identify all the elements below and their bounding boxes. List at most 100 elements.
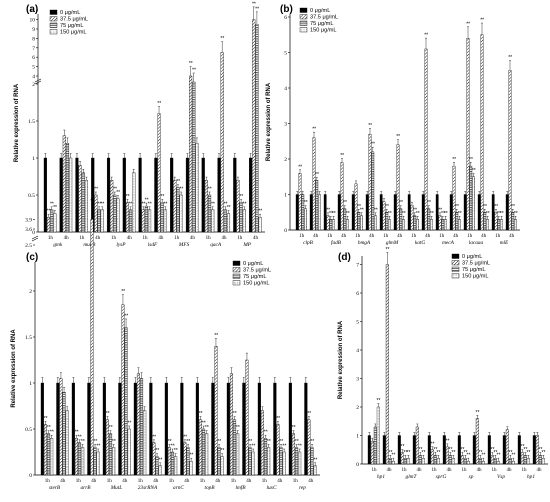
bar xyxy=(493,458,497,465)
significance-mark: ** xyxy=(458,211,462,217)
bar xyxy=(226,213,231,233)
legend-swatch xyxy=(49,16,58,22)
significance-mark: ** xyxy=(497,453,501,459)
significance-mark: ** xyxy=(227,205,231,211)
axis-break xyxy=(34,78,42,83)
significance-mark: ** xyxy=(186,439,190,445)
y-tick-label: 0 xyxy=(32,230,35,236)
legend-swatch xyxy=(299,27,308,33)
category-label: mukB xyxy=(83,242,96,248)
y-tick-label: 5 xyxy=(356,320,359,326)
legend-entry: 150 μg/mL xyxy=(243,281,270,287)
significance-mark: ** xyxy=(251,444,255,450)
y-tick-label: 1 xyxy=(284,193,287,199)
legend-entry: 37.5 μg/mL xyxy=(243,268,271,274)
category-label: MutL xyxy=(110,485,123,491)
category-label: rep xyxy=(299,485,306,491)
significance-mark: ** xyxy=(113,187,117,193)
significance-mark: ** xyxy=(326,207,330,213)
significance-mark: ** xyxy=(431,441,435,447)
timepoint-label: 1h xyxy=(107,479,113,484)
y-tick-label: 1 xyxy=(29,381,32,387)
significance-mark: ** xyxy=(176,179,180,185)
legend-swatch xyxy=(451,260,460,266)
bar xyxy=(43,157,47,233)
significance-mark: ** xyxy=(292,425,296,431)
bar xyxy=(267,447,271,476)
timepoint-label: 4h xyxy=(313,234,319,239)
significance-mark: ** xyxy=(472,168,476,174)
bar xyxy=(541,458,545,465)
bar xyxy=(97,209,101,233)
significance-mark: ** xyxy=(466,21,470,27)
bar xyxy=(427,435,431,465)
bar xyxy=(391,460,395,465)
bar xyxy=(50,438,54,476)
significance-mark: ** xyxy=(494,204,498,210)
bar xyxy=(276,424,280,476)
significance-mark: ** xyxy=(109,425,113,431)
legend-entry: 37.5 μg/mL xyxy=(310,15,338,21)
category-label: topB xyxy=(204,485,215,491)
bar xyxy=(81,172,85,233)
bar xyxy=(93,447,97,476)
category-label: hp1 xyxy=(527,474,535,480)
bar xyxy=(491,194,495,231)
significance-mark: ** xyxy=(174,448,178,454)
bar xyxy=(62,392,66,476)
timepoint-label: 4h xyxy=(277,479,283,484)
legend-swatch xyxy=(49,22,58,28)
bar xyxy=(329,219,333,231)
significance-mark: ** xyxy=(211,201,215,207)
y-tick-label: 10 xyxy=(30,18,36,24)
bar xyxy=(185,157,190,233)
timepoint-label: 4h xyxy=(397,234,403,239)
bar xyxy=(448,455,452,465)
timepoint-label: 4h xyxy=(64,236,70,241)
significance-mark: ** xyxy=(298,164,302,170)
bar xyxy=(252,19,256,233)
significance-mark: ** xyxy=(282,444,286,450)
bar xyxy=(374,215,377,231)
bar xyxy=(332,219,335,231)
bar xyxy=(170,157,174,233)
bar xyxy=(295,194,299,231)
timepoint-label: 4h xyxy=(417,468,423,473)
bar xyxy=(65,410,69,476)
bar xyxy=(211,382,215,476)
bar xyxy=(490,455,494,465)
category-label: 23srRNA xyxy=(138,485,158,491)
bar xyxy=(59,157,63,233)
y-tick-label: 0 xyxy=(356,462,359,468)
bar xyxy=(149,382,153,476)
bar xyxy=(523,455,527,465)
significance-mark: ** xyxy=(93,439,97,445)
significance-mark: ** xyxy=(121,289,125,295)
significance-mark: ** xyxy=(50,201,54,207)
bar xyxy=(176,187,180,233)
significance-mark: ** xyxy=(360,207,364,213)
bar xyxy=(478,458,482,465)
bar xyxy=(229,373,233,476)
significance-mark: ** xyxy=(491,447,495,453)
bar xyxy=(382,435,386,465)
significance-mark: ** xyxy=(208,187,212,193)
bar xyxy=(436,458,440,465)
timepoint-label: 1h xyxy=(495,234,501,239)
significance-mark: ** xyxy=(307,411,311,417)
timepoint-label: 4h xyxy=(95,236,101,241)
bar xyxy=(242,382,246,476)
category-label: sterB xyxy=(49,485,61,491)
bar xyxy=(217,157,221,233)
bar xyxy=(90,219,94,476)
bar xyxy=(466,460,470,465)
significance-mark: ** xyxy=(434,447,438,453)
bar xyxy=(413,215,417,231)
y-tick-label: 3.9 xyxy=(25,217,32,223)
significance-mark: ** xyxy=(224,201,228,207)
timepoint-label: 1h xyxy=(293,479,299,484)
significance-mark: ** xyxy=(248,439,252,445)
significance-mark: ** xyxy=(374,207,378,213)
bar xyxy=(444,219,447,231)
y-tick-label: 11 xyxy=(30,8,36,14)
